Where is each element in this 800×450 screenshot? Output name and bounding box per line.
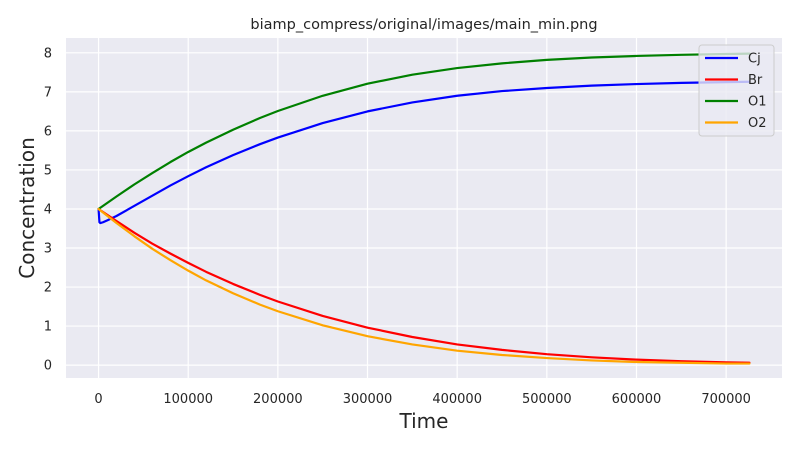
y-tick-label: 6	[44, 124, 52, 139]
y-tick-label: 4	[44, 202, 52, 217]
y-tick-labels: 0 1 2 3 4 5 6 7 8	[44, 46, 52, 373]
legend: Cj Br O1 O2	[698, 44, 775, 137]
series-line-o1	[97, 52, 751, 211]
y-tick-label: 8	[44, 46, 52, 61]
series-line-o2	[97, 207, 751, 365]
y-tick-label: 7	[44, 85, 52, 100]
legend-label-o1: O1	[748, 95, 767, 110]
legend-label-br: Br	[748, 73, 763, 88]
x-tick-labels: 0 100000 200000 300000 400000 500000 600000 700…	[94, 392, 751, 407]
x-tick-label: 500000	[522, 392, 572, 407]
x-tick-label: 400000	[432, 392, 482, 407]
series-lines	[97, 52, 751, 365]
plot-area	[66, 38, 782, 378]
y-tick-label: 3	[44, 242, 52, 257]
series-line-cj	[97, 80, 751, 225]
legend-items: Cj Br O1 O2	[705, 52, 767, 131]
y-axis-label: Concentration	[15, 137, 39, 278]
x-tick-label: 600000	[612, 392, 662, 407]
y-tick-label: 2	[44, 281, 52, 296]
y-tick-label: 5	[44, 163, 52, 178]
series-line-br	[97, 207, 751, 364]
x-tick-label: 0	[94, 392, 102, 407]
y-tick-label: 0	[44, 359, 52, 374]
x-tick-label: 100000	[163, 392, 213, 407]
legend-label-cj: Cj	[748, 52, 761, 67]
x-tick-label: 300000	[343, 392, 393, 407]
chart-title: biamp_compress/original/images/main_min.…	[250, 17, 597, 33]
x-tick-label: 200000	[253, 392, 303, 407]
y-tick-label: 1	[44, 320, 52, 335]
x-axis-label: Time	[399, 409, 449, 433]
legend-label-o2: O2	[748, 116, 767, 131]
legend-frame	[698, 44, 775, 137]
x-tick-label: 700000	[701, 392, 751, 407]
